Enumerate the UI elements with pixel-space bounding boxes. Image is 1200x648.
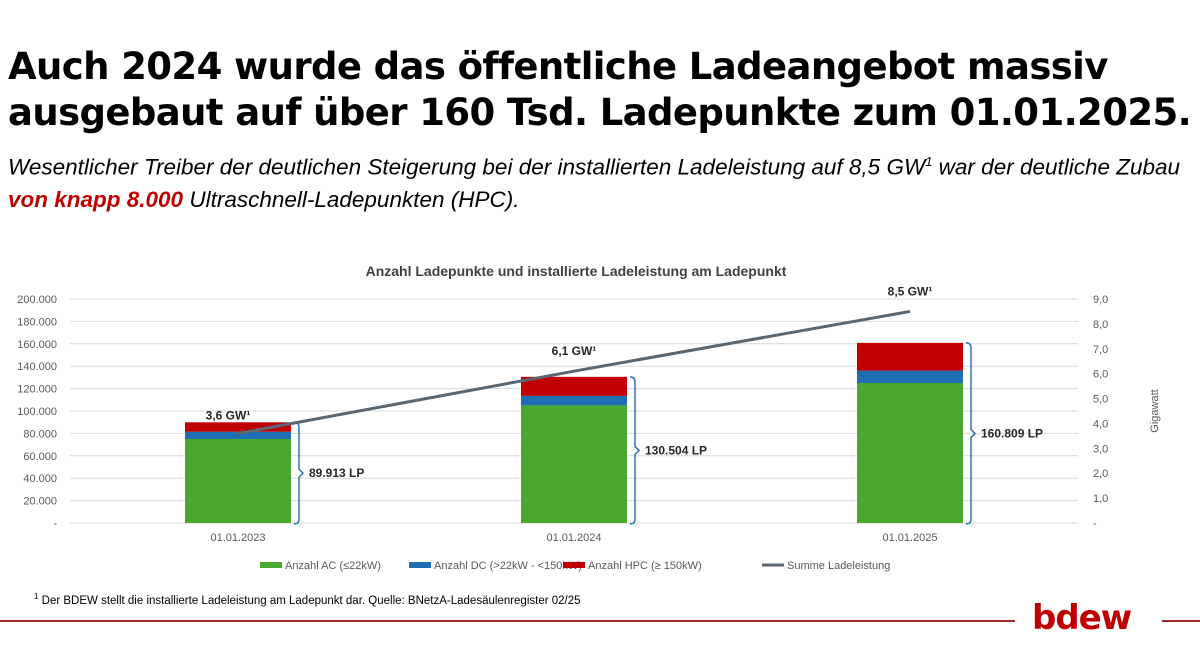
divider-left xyxy=(0,620,1015,622)
chart-title: Anzahl Ladepunkte und installierte Ladel… xyxy=(366,263,787,279)
y-tick-label: 160.000 xyxy=(17,339,57,351)
total-label: 160.809 LP xyxy=(981,426,1043,440)
subline-sup: 1 xyxy=(925,154,933,169)
subline-text-2: war der deutliche Zubau xyxy=(932,154,1181,180)
y-tick-label: 180.000 xyxy=(17,316,57,328)
y-tick-label: 100.000 xyxy=(17,406,57,418)
y-right-tick-label: 2,0 xyxy=(1093,468,1108,480)
y-tick-label: 200.000 xyxy=(17,294,57,306)
y-tick-label: 80.000 xyxy=(23,428,57,440)
y-tick-label: 20.000 xyxy=(23,496,57,508)
bar-ac xyxy=(185,439,291,523)
line-data-label: 8,5 GW¹ xyxy=(888,284,933,298)
y-right-tick-label: 7,0 xyxy=(1093,344,1108,356)
subheadline: Wesentlicher Treiber der deutlichen Stei… xyxy=(8,146,1198,216)
line-series: 3,6 GW¹ 6,1 GW¹ 8,5 GW¹ xyxy=(206,284,933,435)
line-data-label: 3,6 GW¹ xyxy=(206,408,251,422)
y-tick-label: 60.000 xyxy=(23,451,57,463)
y-right-tick-label: 5,0 xyxy=(1093,394,1108,406)
bar-ac xyxy=(521,405,627,523)
bar-ac xyxy=(857,383,963,523)
bar-hpc xyxy=(857,342,963,371)
headline: Auch 2024 wurde das öffentliche Ladeange… xyxy=(8,44,1198,136)
y-right-tick-label: - xyxy=(1093,518,1097,530)
subline-highlight: von knapp 8.000 xyxy=(8,186,184,212)
line-data-label: 6,1 GW¹ xyxy=(552,344,597,358)
bar-hpc xyxy=(185,422,291,432)
footnote-sup: 1 xyxy=(34,592,39,601)
y-axis-right-label: Gigawatt xyxy=(1149,389,1161,432)
headline-line-1: Auch 2024 wurde das öffentliche Ladeange… xyxy=(8,45,1108,88)
bar-dc xyxy=(857,370,963,383)
y-axis-right: - 1,0 2,0 3,0 4,0 5,0 6,0 7,0 8,0 9,0 xyxy=(1093,294,1108,530)
x-tick-label: 01.01.2024 xyxy=(546,532,601,544)
y-right-tick-label: 3,0 xyxy=(1093,443,1108,455)
subline-text-1: Wesentlicher Treiber der deutlichen Stei… xyxy=(8,154,926,180)
total-bracket xyxy=(629,376,641,525)
footnote: 1 Der BDEW stellt die installierte Ladel… xyxy=(34,592,581,607)
total-label: 130.504 LP xyxy=(645,443,707,457)
y-right-tick-label: 1,0 xyxy=(1093,493,1108,505)
legend-label: Anzahl HPC (≥ 150kW) xyxy=(588,560,702,572)
y-right-tick-label: 9,0 xyxy=(1093,294,1108,306)
bdew-logo: bdew xyxy=(1032,598,1132,638)
x-tick-label: 01.01.2025 xyxy=(882,532,937,544)
line-summe-ladeleistung xyxy=(237,309,911,435)
bars xyxy=(185,342,963,523)
y-tick-label: - xyxy=(53,518,57,530)
legend-label: Anzahl AC (≤22kW) xyxy=(285,560,381,572)
divider-right xyxy=(1162,620,1200,622)
total-label: 89.913 LP xyxy=(309,466,364,480)
y-axis-left: - 20.000 40.000 60.000 80.000 100.000 120.000 1… xyxy=(17,294,57,530)
legend-swatch xyxy=(563,562,585,568)
y-right-tick-label: 4,0 xyxy=(1093,418,1108,430)
x-axis-labels: 01.01.2023 01.01.2024 01.01.2025 xyxy=(210,532,937,544)
x-tick-label: 01.01.2023 xyxy=(210,532,265,544)
y-right-tick-label: 8,0 xyxy=(1093,319,1108,331)
bar-hpc xyxy=(521,376,627,396)
total-bracket xyxy=(965,342,977,525)
legend-label: Summe Ladeleistung xyxy=(787,560,890,572)
y-tick-label: 140.000 xyxy=(17,361,57,373)
bar-dc xyxy=(521,395,627,406)
subline-text-3: Ultraschnell-Ladepunkten (HPC). xyxy=(183,186,520,212)
legend-swatch xyxy=(409,562,431,568)
y-tick-label: 120.000 xyxy=(17,384,57,396)
legend: Anzahl AC (≤22kW) Anzahl DC (>22kW - <150… xyxy=(260,560,890,572)
headline-line-2: ausgebaut auf über 160 Tsd. Ladepunkte z… xyxy=(8,91,1192,134)
bar-dc xyxy=(185,431,291,439)
footnote-text: Der BDEW stellt die installierte Ladelei… xyxy=(38,594,581,607)
y-right-tick-label: 6,0 xyxy=(1093,369,1108,381)
legend-label: Anzahl DC (>22kW - <150kW) xyxy=(434,560,582,572)
y-tick-label: 40.000 xyxy=(23,473,57,485)
total-bracket xyxy=(293,421,305,525)
legend-swatch xyxy=(260,562,282,568)
